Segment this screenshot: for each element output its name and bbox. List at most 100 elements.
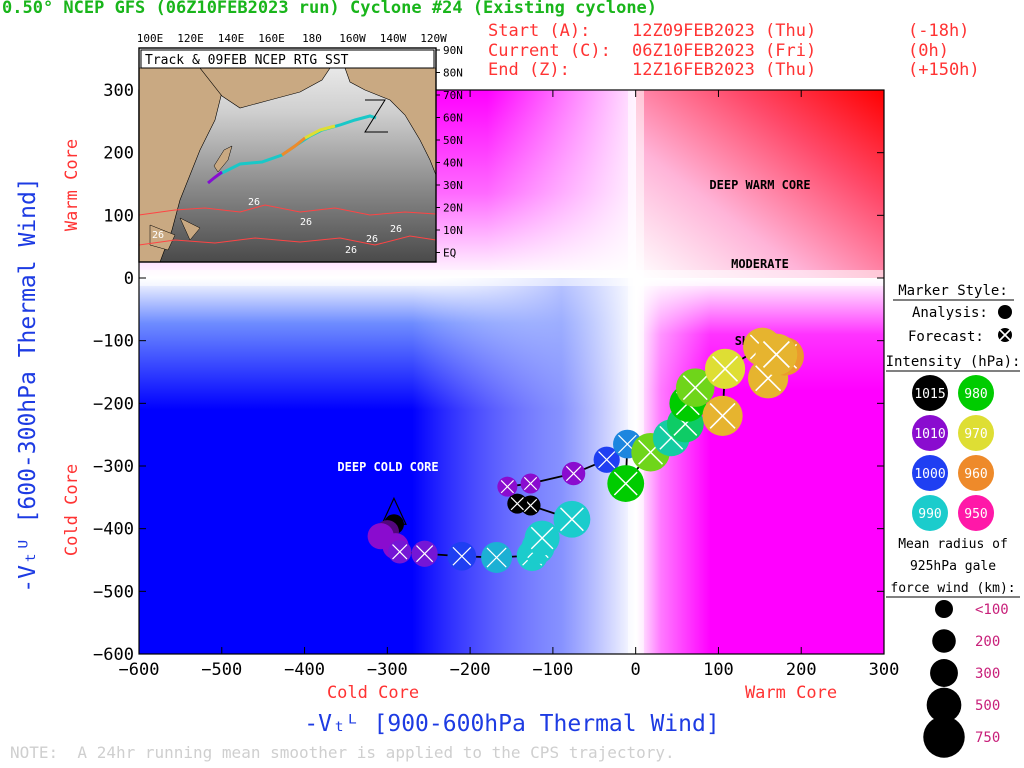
legend-intensity-item: 990 bbox=[912, 495, 948, 531]
track-point bbox=[507, 493, 528, 514]
x-tick-label: 300 bbox=[869, 660, 900, 680]
legend-radius-item: 500 bbox=[926, 687, 1000, 723]
track-point bbox=[520, 473, 541, 494]
legend-intensity-value: 950 bbox=[964, 507, 987, 522]
start-time: 12Z09FEB2023 (Thu) bbox=[632, 21, 817, 41]
legend-intensity-value: 990 bbox=[918, 507, 941, 522]
x-tick-label: −500 bbox=[201, 660, 242, 680]
legend-forecast-label: Forecast: bbox=[908, 329, 984, 345]
inset-lat-label: 10N bbox=[443, 224, 463, 237]
end-label: End (Z): bbox=[488, 60, 570, 80]
y-tick-label: −200 bbox=[93, 394, 134, 414]
cyclone-track bbox=[367, 327, 804, 573]
track-point bbox=[497, 476, 518, 497]
legend-radius-title-1: Mean radius of bbox=[898, 537, 1008, 552]
end-time: 12Z16FEB2023 (Thu) bbox=[632, 60, 817, 80]
y-tick-label: −300 bbox=[93, 457, 134, 477]
x-tick-label: −100 bbox=[532, 660, 573, 680]
legend-intensity-value: 1015 bbox=[914, 387, 945, 402]
inset-sst-label: 26 bbox=[300, 217, 312, 228]
inset-sst-contour-north bbox=[138, 204, 437, 216]
legend-intensity-value: 1010 bbox=[914, 427, 945, 442]
region-moderate: MODERATE bbox=[731, 257, 789, 271]
y-tick-label: 100 bbox=[103, 206, 134, 226]
y-tick-label: −500 bbox=[93, 582, 134, 602]
y-tick-label: 300 bbox=[103, 81, 134, 101]
legend-intensity-value: 980 bbox=[964, 387, 987, 402]
x-tick-label: −400 bbox=[284, 660, 325, 680]
inset-z-marker bbox=[364, 99, 388, 133]
legend-radius-value: 200 bbox=[975, 634, 1000, 650]
legend-radius-markers: <100 200 300 500 750 bbox=[923, 600, 1009, 758]
track-point bbox=[524, 520, 560, 556]
inset-lat-label: 60N bbox=[443, 112, 463, 125]
x-tick-label: −600 bbox=[119, 660, 160, 680]
track-point bbox=[593, 446, 620, 473]
track-point bbox=[607, 465, 645, 502]
inset-siberia-land bbox=[199, 67, 331, 109]
legend-intensity-item: 1015 bbox=[912, 375, 948, 411]
legend-analysis-label: Analysis: bbox=[912, 305, 988, 321]
x-tick-label: 0 bbox=[631, 660, 641, 680]
track-point bbox=[481, 542, 513, 573]
inset-lat-label: 80N bbox=[443, 67, 463, 80]
inset-lon-label: 160E bbox=[258, 32, 285, 45]
legend-radius-value: 750 bbox=[975, 730, 1000, 746]
track-point bbox=[561, 461, 586, 486]
start-offset: (-18h) bbox=[908, 21, 970, 41]
current-offset: (0h) bbox=[908, 41, 949, 61]
inset-lon-label: 120W bbox=[420, 32, 447, 45]
y-tick-label: −100 bbox=[93, 332, 134, 352]
inset-lon-label: 100E bbox=[137, 32, 164, 45]
inset-japan-land bbox=[213, 145, 233, 173]
legend-intensity-item: 960 bbox=[958, 455, 994, 491]
x-tick-label: 100 bbox=[703, 660, 734, 680]
track-point bbox=[702, 395, 743, 436]
inset-lat-label: 70N bbox=[443, 89, 463, 102]
legend-marker-style: Marker Style: bbox=[898, 283, 1008, 299]
x-tick-label: 200 bbox=[786, 660, 817, 680]
track-point bbox=[704, 348, 746, 389]
x-tick-label: −200 bbox=[450, 660, 491, 680]
current-label: Current (C): bbox=[488, 41, 611, 61]
inset-lat-label: EQ bbox=[443, 247, 456, 260]
legend-intensity-title: Intensity (hPa): bbox=[886, 354, 1021, 370]
legend-radius-item: 200 bbox=[932, 629, 1000, 653]
inset-sst-label: 26 bbox=[248, 197, 260, 208]
x-tick-label: −300 bbox=[367, 660, 408, 680]
legend-analysis-marker bbox=[998, 305, 1012, 319]
legend-intensity-item: 980 bbox=[958, 375, 994, 411]
legend-intensity-item: 1010 bbox=[912, 415, 948, 451]
x-warm-label: Warm Core bbox=[745, 683, 837, 703]
legend-radius-title-2: 925hPa gale bbox=[910, 559, 996, 574]
track-point bbox=[411, 540, 438, 567]
inset-track-start bbox=[207, 170, 223, 185]
inset-lat-label: 40N bbox=[443, 157, 463, 170]
inset-lat-label: 90N bbox=[443, 44, 463, 57]
legend-intensity-item: 1000 bbox=[912, 455, 948, 491]
legend-intensity-item: 970 bbox=[958, 415, 994, 451]
inset-lon-label: 160W bbox=[339, 32, 366, 45]
x-ticks: −600 −500 −400 −300 −200 −100 0 100 200 300 bbox=[119, 90, 900, 680]
legend: Marker Style: Analysis: Forecast: Intens… bbox=[886, 283, 1021, 758]
y-ticks: 300 200 100 0 −100 −200 −300 −400 −500 −600 bbox=[93, 81, 884, 665]
legend-radius-value: 500 bbox=[975, 698, 1000, 714]
inset-title: Track & 09FEB NCEP RTG SST bbox=[145, 53, 349, 68]
legend-radius-item: 300 bbox=[930, 659, 1000, 687]
track-point bbox=[388, 540, 412, 564]
legend-radius-value: <100 bbox=[975, 602, 1009, 618]
inset-lon-label: 180 bbox=[302, 32, 322, 45]
chart-title: 0.50° NCEP GFS (06Z10FEB2023 run) Cyclon… bbox=[2, 0, 658, 18]
region-deep-cold: DEEP COLD CORE bbox=[337, 460, 438, 474]
legend-radius-title-3: force wind (km): bbox=[890, 581, 1015, 596]
footer-note: NOTE: A 24hr running mean smoother is ap… bbox=[10, 743, 675, 762]
y-axis-label: -Vₜᵁ [600-300hPa Thermal Wind] bbox=[15, 177, 41, 592]
y-cold-label: Cold Core bbox=[62, 464, 82, 556]
legend-intensity-swatches: 1015 980 1010 970 1000 960 990 950 bbox=[912, 375, 994, 531]
inset-lon-labels: 100E 120E 140E 160E 180 160W 140W 120W bbox=[137, 32, 447, 45]
legend-radius-item: 750 bbox=[923, 716, 1000, 758]
inset-lat-label: 20N bbox=[443, 202, 463, 215]
track-point bbox=[675, 368, 715, 407]
track-point bbox=[553, 500, 591, 538]
x-axis-label: -Vₜᴸ [900-600hPa Thermal Wind] bbox=[304, 711, 719, 737]
